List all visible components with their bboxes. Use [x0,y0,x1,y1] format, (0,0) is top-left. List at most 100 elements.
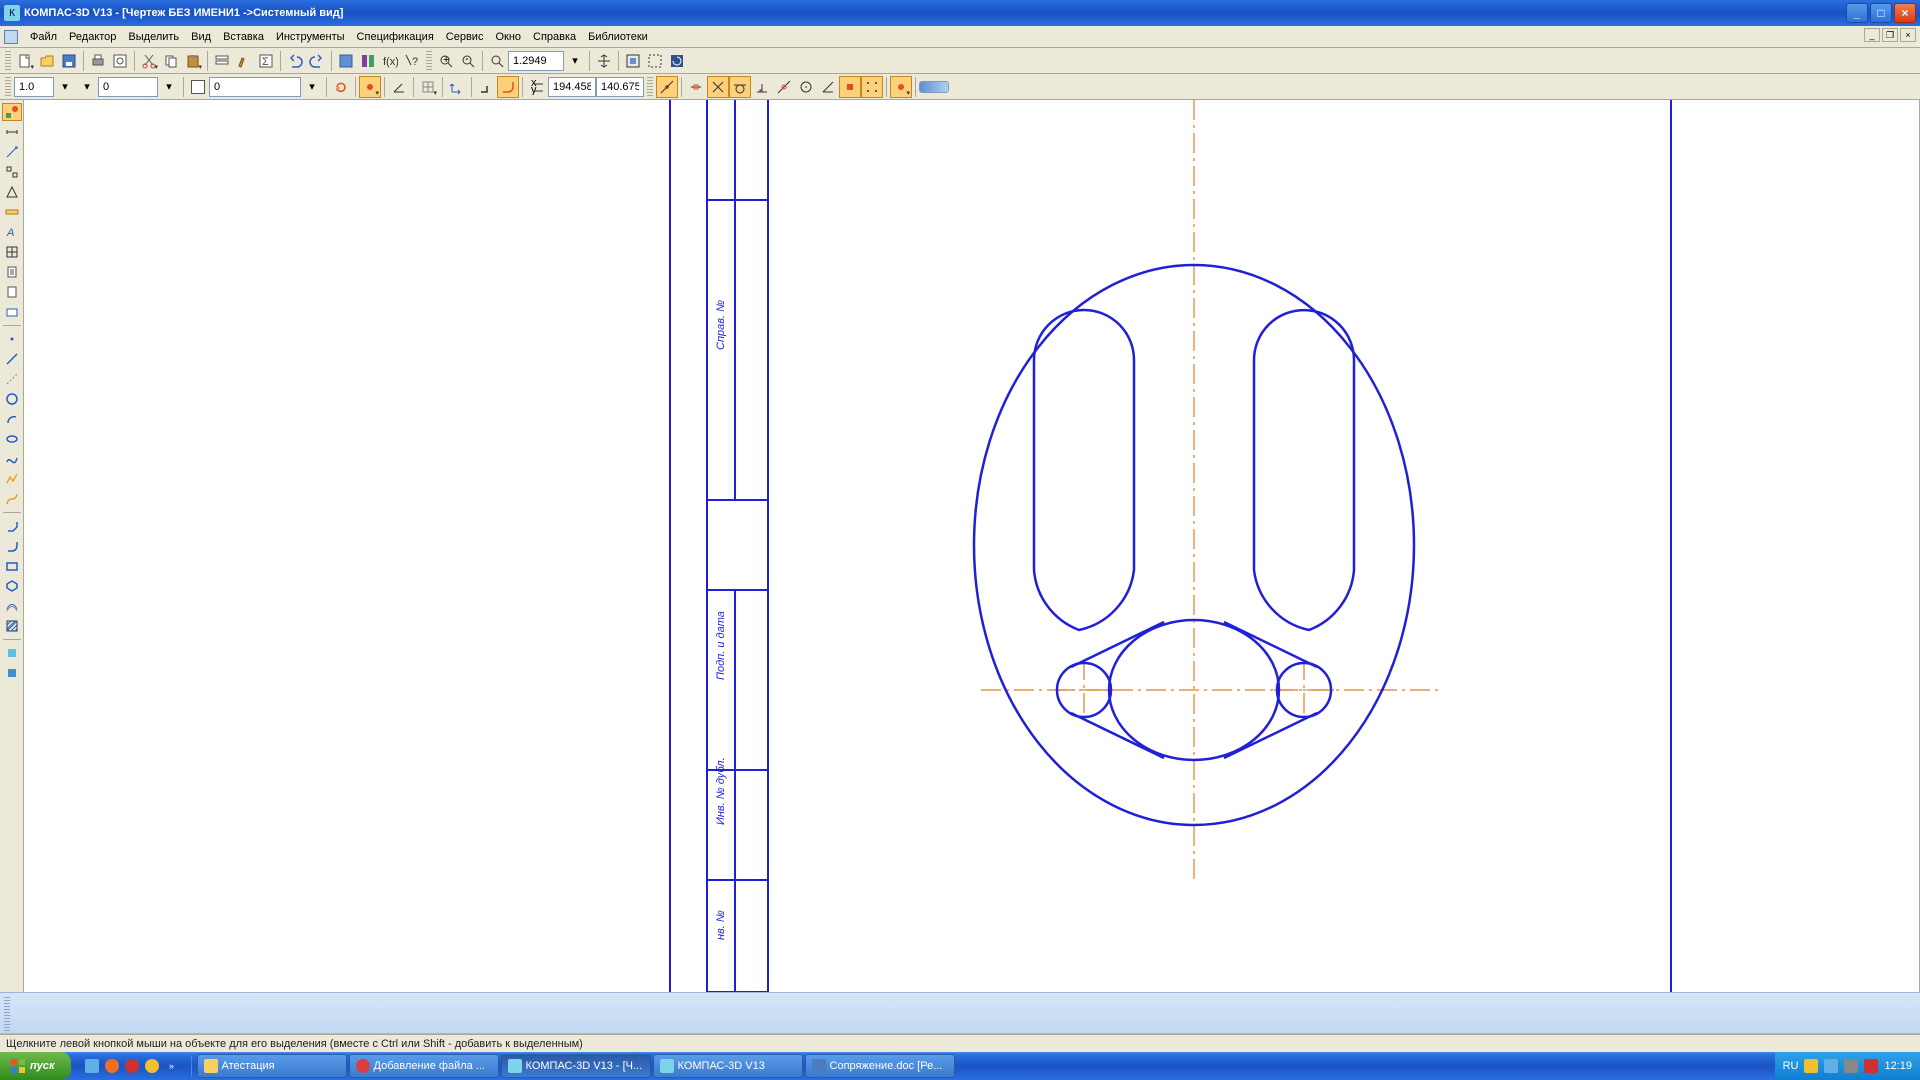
minimize-button[interactable]: _ [1846,3,1868,23]
snap-mid-button[interactable] [685,76,707,98]
snap-toggle-button[interactable] [359,76,381,98]
zoom-dropdown-button[interactable]: ▾ [564,50,586,72]
angle-snap-button[interactable] [388,76,410,98]
view-input[interactable] [209,77,301,97]
parameters-panel-button[interactable] [2,183,22,201]
measure-panel-button[interactable] [2,203,22,221]
zoom-value-input[interactable] [508,51,564,71]
taskbar-task[interactable]: Сопряжение.doc [Ре... [805,1054,955,1078]
snap-intersection-button[interactable] [707,76,729,98]
refresh-button[interactable] [666,50,688,72]
spec-panel-button[interactable] [2,263,22,281]
copy-button[interactable] [160,50,182,72]
table-panel-button[interactable] [2,243,22,261]
new-button[interactable] [14,50,36,72]
toolbar-grip[interactable] [5,77,11,97]
mdi-document-icon[interactable] [4,30,18,44]
mdi-close-button[interactable]: × [1900,28,1916,42]
taskbar-task[interactable]: Атестация [197,1054,347,1078]
hatch-tool-button[interactable] [2,617,22,635]
pan-button[interactable] [593,50,615,72]
layer-input[interactable] [98,77,158,97]
snap-center-button[interactable] [795,76,817,98]
bezier-tool-button[interactable] [2,490,22,508]
zoom-in-button[interactable]: + [435,50,457,72]
menu-view[interactable]: Вид [185,29,217,45]
point-tool-button[interactable] [2,330,22,348]
rounding-button[interactable] [497,76,519,98]
coord-y-field[interactable] [596,77,644,97]
save-button[interactable] [58,50,80,72]
taskbar-task[interactable]: Добавление файла ... [349,1054,499,1078]
ql-yandex-icon[interactable] [143,1057,161,1075]
toolbar-grip[interactable] [647,77,653,97]
dimensions-panel-button[interactable] [2,123,22,141]
menu-insert[interactable]: Вставка [217,29,270,45]
views-panel-button[interactable] [2,303,22,321]
fx-button[interactable]: f(x) [379,50,401,72]
mdi-minimize-button[interactable]: _ [1864,28,1880,42]
annotations-panel-button[interactable] [2,143,22,161]
property-panel[interactable] [0,992,1920,1034]
rect-tool-button[interactable] [2,557,22,575]
text-panel-button[interactable]: A [2,223,22,241]
snap-settings-button[interactable] [890,76,912,98]
taskbar-task[interactable]: КОМПАС-3D V13 [653,1054,803,1078]
refresh-view-button[interactable] [330,76,352,98]
taskbar-task[interactable]: КОМПАС-3D V13 - [Ч... [501,1054,651,1078]
start-button[interactable]: пуск [0,1052,71,1080]
property-panel-grip[interactable] [4,997,10,1031]
ql-firefox-icon[interactable] [103,1057,121,1075]
copy-properties-button[interactable] [233,50,255,72]
zoom-out-button[interactable]: - [457,50,479,72]
maximize-button[interactable]: □ [1870,3,1892,23]
manager-button[interactable] [335,50,357,72]
variables-button[interactable]: Σ [255,50,277,72]
zoom-window-button[interactable] [486,50,508,72]
view-dropdown[interactable]: ▾ [301,76,323,98]
menu-help[interactable]: Справка [527,29,582,45]
layer-dropdown[interactable]: ▾ [158,76,180,98]
menu-editor[interactable]: Редактор [63,29,122,45]
tray-icon[interactable] [1804,1059,1818,1073]
snap-endpoint-button[interactable] [656,76,678,98]
menu-window[interactable]: Окно [489,29,527,45]
ortho-button[interactable] [475,76,497,98]
reports-panel-button[interactable] [2,283,22,301]
local-cs-button[interactable] [446,76,468,98]
menu-tools[interactable]: Инструменты [270,29,351,45]
equidistant-tool-button[interactable] [2,597,22,615]
snap-point-button[interactable] [839,76,861,98]
snap-perpendicular-button[interactable] [751,76,773,98]
snap-priority-slider[interactable] [919,81,949,93]
style-picker-button[interactable]: ▾ [76,76,98,98]
zoom-all-button[interactable] [644,50,666,72]
tray-icon[interactable] [1824,1059,1838,1073]
mdi-restore-button[interactable]: ❐ [1882,28,1898,42]
snap-tangent-button[interactable] [729,76,751,98]
arc-tool-button[interactable] [2,410,22,428]
line-tool-button[interactable] [2,350,22,368]
toolbar-grip[interactable] [5,51,11,71]
chamfer-tool-button[interactable] [2,517,22,535]
properties-button[interactable] [211,50,233,72]
library-manager-button[interactable] [357,50,379,72]
tray-clock[interactable]: 12:19 [1884,1060,1912,1072]
line-style-dropdown[interactable]: ▾ [54,76,76,98]
cut-button[interactable] [138,50,160,72]
coords-mode-button[interactable]: xy [526,76,548,98]
polyline-tool-button[interactable] [2,470,22,488]
undo-button[interactable] [284,50,306,72]
geometry-panel-button[interactable] [2,103,22,121]
editing-panel-button[interactable] [2,163,22,181]
drawing-canvas[interactable]: Справ. № Подп. и дата Инв. № дубл. нв. № [24,100,1920,992]
color-button[interactable] [187,76,209,98]
paste-button[interactable] [182,50,204,72]
menu-service[interactable]: Сервис [440,29,490,45]
close-button[interactable]: × [1894,3,1916,23]
coord-x-field[interactable] [548,77,596,97]
circle-tool-button[interactable] [2,390,22,408]
spline-tool-button[interactable] [2,450,22,468]
fillet-tool-button[interactable] [2,537,22,555]
snap-nearest-button[interactable] [773,76,795,98]
